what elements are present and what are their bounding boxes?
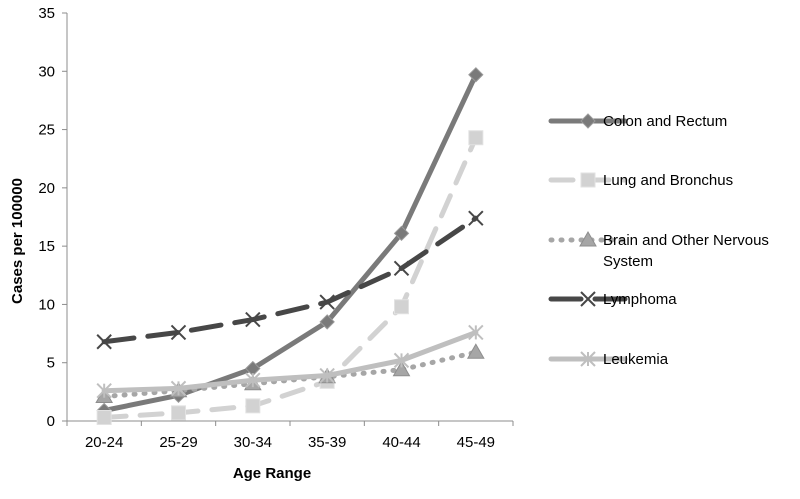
- legend-item: Leukemia: [548, 351, 669, 368]
- series-4: [96, 324, 484, 399]
- marker-stroke: [393, 260, 410, 276]
- series-layer: [95, 67, 485, 426]
- y-tick-label: 30: [38, 63, 55, 80]
- legend-marker: [579, 230, 597, 247]
- data-point: [393, 260, 410, 276]
- legend-item: Colon and Rectum: [548, 113, 727, 130]
- legend-marker: [580, 113, 596, 129]
- axes: 0 5 10 15 20 25 30 35 20-24 25-29 30-34 35-39 40-44 4…: [38, 5, 514, 451]
- series-line: [101, 135, 479, 421]
- x-tick-label: 35-39: [308, 434, 346, 451]
- legend-marker: [580, 172, 596, 188]
- data-point: [171, 405, 186, 421]
- data-point: [245, 372, 261, 388]
- data-point: [170, 380, 187, 397]
- legend-label: Lung and Bronchus: [603, 172, 733, 189]
- data-point: [468, 210, 484, 226]
- data-point: [96, 410, 112, 426]
- data-point: [393, 225, 410, 242]
- data-point: [245, 311, 261, 328]
- y-tick-label: 20: [38, 180, 55, 197]
- data-point: [468, 324, 484, 341]
- series-1: [96, 130, 484, 426]
- y-tick-label: 5: [47, 355, 55, 372]
- marker-stroke: [319, 294, 335, 310]
- data-point: [466, 343, 485, 359]
- x-tick-label: 45-49: [457, 434, 495, 451]
- marker-stroke: [245, 311, 261, 328]
- data-point: [319, 367, 335, 384]
- data-point: [468, 130, 484, 146]
- data-point: [468, 67, 484, 83]
- y-tick-label: 10: [38, 296, 55, 313]
- series-line: [101, 215, 479, 345]
- x-tick-label: 40-44: [382, 434, 420, 451]
- series-line: [101, 329, 479, 394]
- data-point: [319, 294, 335, 310]
- data-point: [392, 360, 411, 377]
- legend-label: Brain and Other Nervous System: [603, 232, 769, 270]
- y-tick-label: 15: [38, 238, 55, 255]
- legend-item: Lymphoma: [548, 291, 677, 308]
- x-tick-label: 30-34: [234, 434, 272, 451]
- legend: Colon and Rectum Lung and Bronchus Brain a…: [548, 113, 769, 368]
- marker-stroke: [96, 334, 112, 350]
- marker-stroke: [170, 324, 187, 341]
- x-axis-title: Age Range: [233, 465, 311, 482]
- data-point: [96, 382, 112, 399]
- legend-item: Brain and Other Nervous System: [548, 230, 769, 270]
- legend-marker: [580, 351, 596, 367]
- y-tick-label: 35: [38, 5, 55, 22]
- data-point: [245, 398, 261, 414]
- series-line: [101, 349, 479, 400]
- legend-item: Lung and Bronchus: [548, 172, 733, 189]
- x-tick-label: 25-29: [159, 434, 197, 451]
- marker-stroke: [468, 210, 484, 226]
- legend-label: Leukemia: [603, 351, 669, 368]
- data-point: [393, 352, 410, 369]
- series-line: [101, 72, 479, 414]
- legend-label-line: Brain and Other Nervous: [603, 232, 769, 249]
- legend-label: Colon and Rectum: [603, 113, 727, 130]
- x-tick-label: 20-24: [85, 434, 123, 451]
- y-tick-label: 25: [38, 122, 55, 139]
- legend-label-line: System: [603, 253, 653, 270]
- legend-marker: [580, 291, 596, 307]
- legend-label: Lymphoma: [603, 291, 677, 308]
- data-point: [319, 314, 335, 330]
- data-point: [96, 334, 112, 350]
- series-3: [96, 210, 484, 350]
- marker-stroke: [580, 291, 596, 307]
- data-point: [394, 299, 409, 315]
- data-point: [170, 324, 187, 341]
- y-tick-label: 0: [47, 413, 55, 430]
- y-axis-title: Cases per 100000: [9, 178, 26, 304]
